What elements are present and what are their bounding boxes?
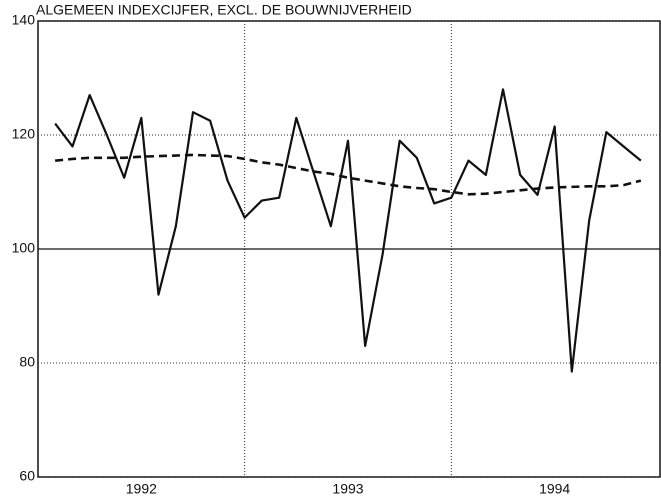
y-tick-label: 120	[12, 126, 36, 142]
y-tick-label: 60	[19, 468, 35, 484]
series-line	[55, 153, 642, 196]
x-tick-label: 1992	[126, 481, 157, 497]
series-line	[54, 88, 642, 373]
y-tick-label: 100	[12, 240, 36, 256]
x-tick-label: 1994	[539, 481, 570, 497]
y-tick-label: 80	[19, 354, 35, 370]
y-tick-label: 140	[12, 12, 36, 28]
chart-title: ALGEMEEN INDEXCIJFER, EXCL. DE BOUWNIJVE…	[36, 2, 412, 18]
x-tick-label: 1993	[332, 481, 363, 497]
